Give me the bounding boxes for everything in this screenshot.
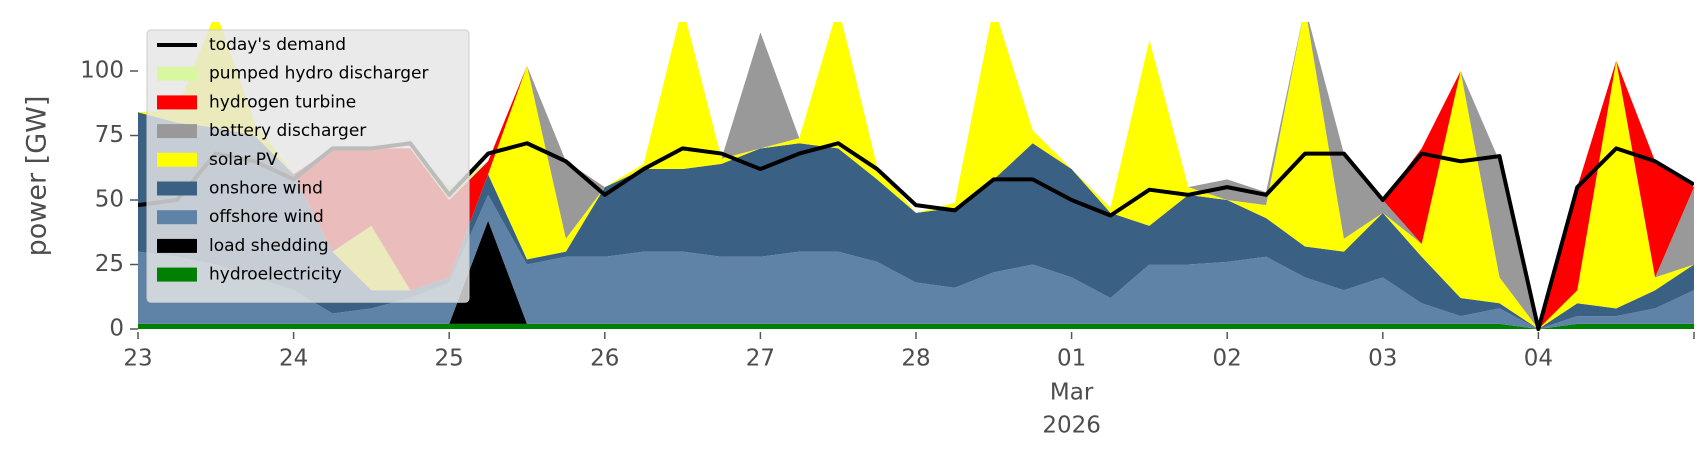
x-tick-label: 03 [1368, 346, 1397, 372]
area [138, 22, 1694, 329]
x-tick-label: 28 [901, 346, 930, 372]
legend-swatch [157, 181, 197, 196]
legend-label: solar PV [209, 150, 278, 170]
legend-label: load shedding [209, 236, 329, 256]
legend: today's demand pumped hydro discharger hyd… [146, 29, 470, 303]
x-tick-label: 25 [435, 346, 464, 372]
x-tick-label: 01 [1057, 346, 1086, 372]
x-month-label: Mar [1050, 380, 1094, 406]
x-tick-label: 23 [123, 346, 152, 372]
legend-label: hydrogen turbine [209, 92, 356, 112]
x-tick-label: 04 [1524, 346, 1553, 372]
legend-swatch [157, 267, 197, 282]
legend-box [146, 29, 470, 303]
legend-label: battery discharger [209, 121, 366, 141]
x-tick-label: 27 [746, 346, 775, 372]
legend-label: offshore wind [209, 207, 324, 227]
legend-label: pumped hydro discharger [209, 64, 428, 84]
area [138, 112, 1694, 329]
legend-swatch [157, 238, 197, 253]
area [138, 323, 1694, 329]
legend-swatch [157, 152, 197, 167]
x-tick-label: 26 [590, 346, 619, 372]
y-tick-label: 75 [95, 122, 124, 148]
y-tick-label: 25 [95, 251, 124, 277]
y-tick-label: 100 [80, 58, 124, 84]
y-tick-label: 0 [109, 316, 124, 342]
area [138, 194, 1694, 329]
y-axis-label: power [GW] [22, 96, 53, 257]
legend-label: onshore wind [209, 179, 323, 199]
legend-label: today's demand [209, 35, 346, 55]
x-tick-label: 24 [279, 346, 308, 372]
legend-swatch [157, 210, 197, 225]
legend-swatch [157, 124, 197, 139]
legend-swatch [157, 66, 197, 81]
plot-area [138, 22, 1694, 331]
legend-swatch [157, 95, 197, 110]
y-tick-label: 50 [95, 187, 124, 213]
x-tick-label: 02 [1213, 346, 1242, 372]
legend-label: hydroelectricity [209, 265, 342, 285]
x-year-label: 2026 [1042, 413, 1101, 439]
